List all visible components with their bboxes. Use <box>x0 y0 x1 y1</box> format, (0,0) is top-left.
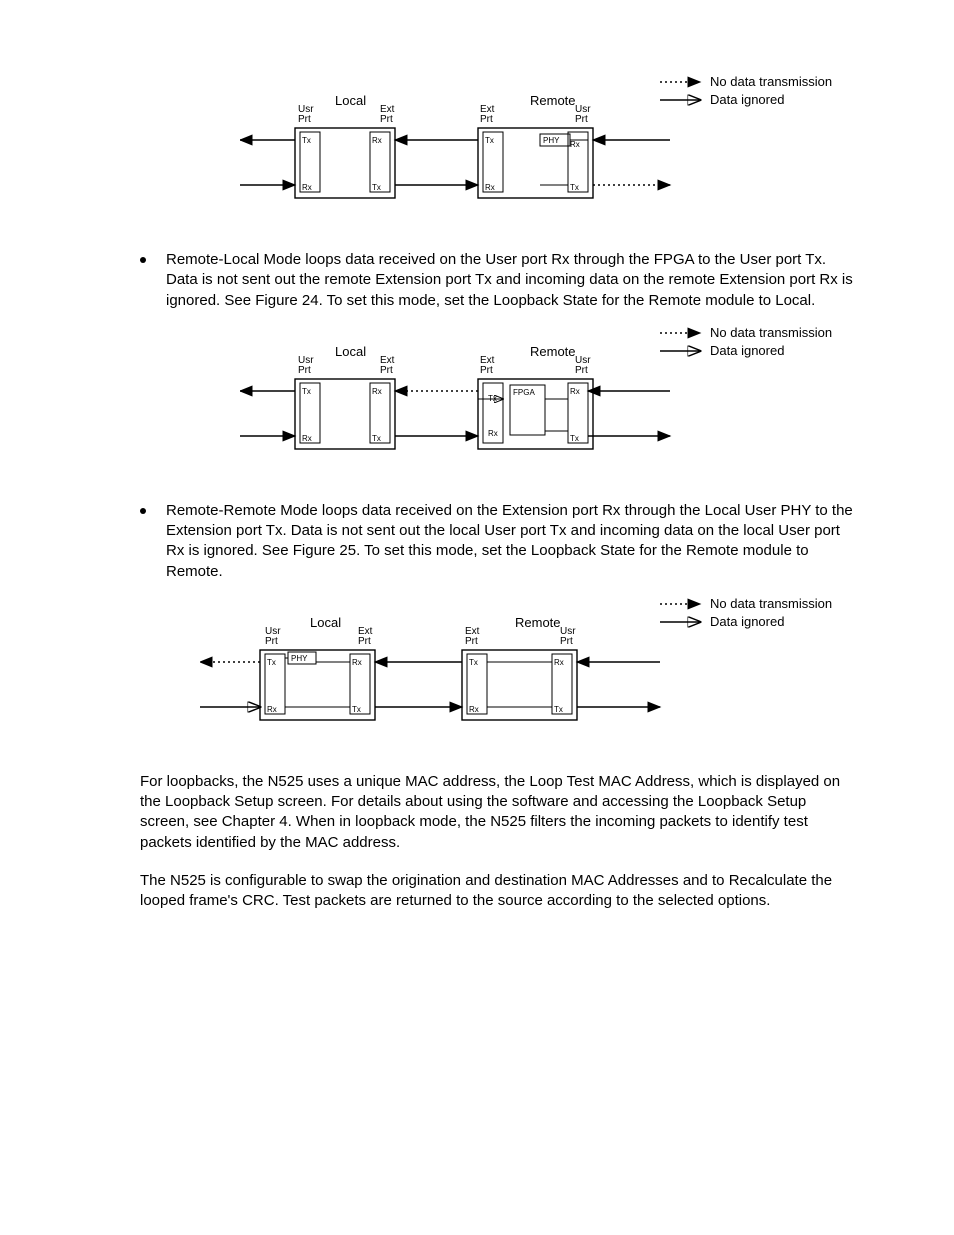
bullet-remote-local: Remote-Local Mode loops data received on… <box>140 250 854 311</box>
svg-text:No data transmission: No data transmission <box>710 325 832 340</box>
svg-text:Rx: Rx <box>488 429 498 438</box>
svg-text:Prt: Prt <box>575 365 588 376</box>
svg-text:Tx: Tx <box>469 658 478 667</box>
svg-text:Rx: Rx <box>485 183 495 192</box>
svg-text:Prt: Prt <box>575 114 588 125</box>
bullet-text-remote-remote: Remote-Remote Mode loops data received o… <box>166 501 854 582</box>
svg-text:Rx: Rx <box>352 658 362 667</box>
svg-text:Prt: Prt <box>480 365 493 376</box>
svg-text:Rx: Rx <box>469 705 479 714</box>
svg-text:Tx: Tx <box>570 183 579 192</box>
svg-text:Rx: Rx <box>372 136 382 145</box>
diagram-3: No data transmission Data ignored Local … <box>200 592 854 742</box>
bullet-remote-remote: Remote-Remote Mode loops data received o… <box>140 501 854 582</box>
paragraph-swap-mac: The N525 is configurable to swap the ori… <box>140 871 854 912</box>
svg-text:Remote: Remote <box>530 344 576 359</box>
svg-text:Remote: Remote <box>515 615 561 630</box>
svg-text:No data transmission: No data transmission <box>710 596 832 611</box>
legend-ignored: Data ignored <box>710 92 784 107</box>
local-label: Local <box>335 93 366 108</box>
svg-text:Prt: Prt <box>465 636 478 647</box>
svg-text:Tx: Tx <box>267 658 276 667</box>
svg-text:Prt: Prt <box>358 636 371 647</box>
phy-label-2: PHY <box>291 654 308 663</box>
svg-text:Rx: Rx <box>570 140 580 149</box>
svg-text:Tx: Tx <box>302 387 311 396</box>
svg-text:Rx: Rx <box>372 387 382 396</box>
svg-text:Prt: Prt <box>298 365 311 376</box>
svg-text:Rx: Rx <box>302 183 312 192</box>
svg-text:Prt: Prt <box>560 636 573 647</box>
svg-text:Rx: Rx <box>267 705 277 714</box>
svg-text:Tx: Tx <box>372 434 381 443</box>
svg-text:Prt: Prt <box>480 114 493 125</box>
paragraph-loopback-mac: For loopbacks, the N525 uses a unique MA… <box>140 772 854 853</box>
svg-text:Tx: Tx <box>372 183 381 192</box>
svg-text:Rx: Rx <box>554 658 564 667</box>
svg-text:Rx: Rx <box>302 434 312 443</box>
svg-text:Local: Local <box>310 615 341 630</box>
phy-label: PHY <box>543 136 560 145</box>
bullet-icon <box>140 257 146 263</box>
svg-text:Data ignored: Data ignored <box>710 343 784 358</box>
svg-text:Tx: Tx <box>352 705 361 714</box>
legend-no-data: No data transmission <box>710 74 832 89</box>
diagram-2: No data transmission Data ignored Local … <box>240 321 854 471</box>
bullet-icon <box>140 508 146 514</box>
svg-text:Rx: Rx <box>570 387 580 396</box>
svg-text:Tx: Tx <box>570 434 579 443</box>
svg-text:Prt: Prt <box>298 114 311 125</box>
diagram-1: No data transmission Data ignored Local … <box>240 70 854 220</box>
svg-text:Prt: Prt <box>380 114 393 125</box>
fpga-label: FPGA <box>513 388 535 397</box>
svg-text:Prt: Prt <box>380 365 393 376</box>
bullet-text-remote-local: Remote-Local Mode loops data received on… <box>166 250 854 311</box>
svg-text:Local: Local <box>335 344 366 359</box>
remote-label: Remote <box>530 93 576 108</box>
svg-text:Tx: Tx <box>485 136 494 145</box>
svg-text:Tx: Tx <box>302 136 311 145</box>
svg-text:Prt: Prt <box>265 636 278 647</box>
svg-text:Tx: Tx <box>554 705 563 714</box>
svg-text:Data ignored: Data ignored <box>710 614 784 629</box>
